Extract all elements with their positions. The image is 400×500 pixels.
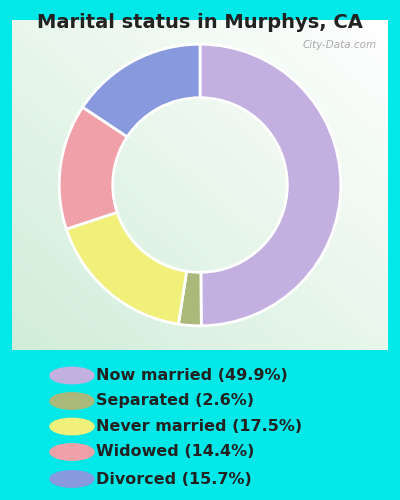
Circle shape [50, 418, 94, 434]
Wedge shape [200, 44, 341, 326]
Circle shape [50, 444, 94, 460]
Circle shape [50, 393, 94, 409]
Text: Marital status in Murphys, CA: Marital status in Murphys, CA [37, 12, 363, 32]
Circle shape [50, 367, 94, 384]
Wedge shape [59, 107, 127, 229]
Text: Separated (2.6%): Separated (2.6%) [96, 394, 254, 408]
Wedge shape [178, 272, 201, 326]
Text: Widowed (14.4%): Widowed (14.4%) [96, 444, 254, 460]
Wedge shape [66, 212, 187, 324]
Text: City-Data.com: City-Data.com [302, 40, 377, 50]
Wedge shape [83, 44, 200, 137]
Text: Never married (17.5%): Never married (17.5%) [96, 419, 302, 434]
Text: Divorced (15.7%): Divorced (15.7%) [96, 472, 252, 486]
Circle shape [50, 471, 94, 487]
Text: Now married (49.9%): Now married (49.9%) [96, 368, 288, 383]
